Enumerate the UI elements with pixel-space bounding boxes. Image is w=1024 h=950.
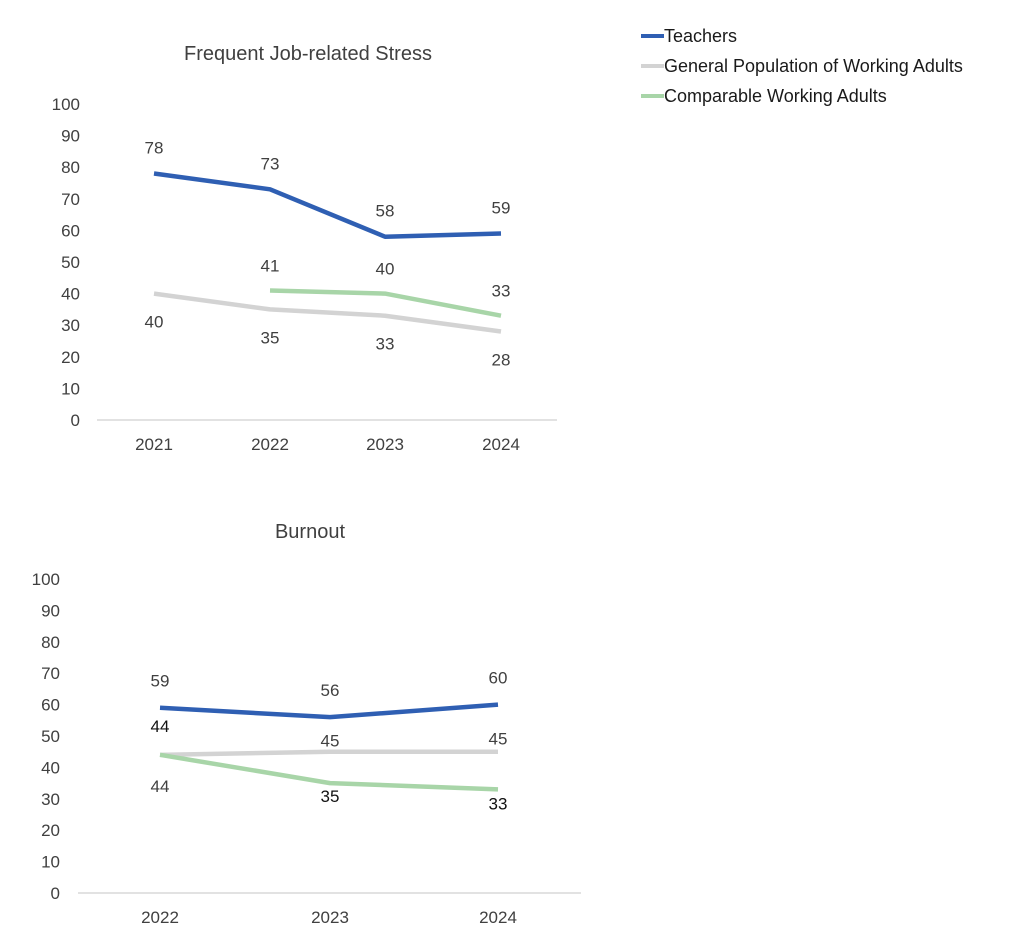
y-tick-label: 80 bbox=[61, 158, 80, 177]
y-tick-label: 30 bbox=[61, 316, 80, 335]
x-tick-label: 2022 bbox=[141, 908, 179, 927]
y-tick-label: 60 bbox=[41, 696, 60, 715]
y-tick-label: 70 bbox=[41, 664, 60, 683]
series-line-general-population-of-working-adults bbox=[153, 291, 502, 334]
y-tick-label: 30 bbox=[41, 790, 60, 809]
y-tick-label: 100 bbox=[52, 95, 80, 114]
y-tick-label: 20 bbox=[41, 821, 60, 840]
chart-title: Burnout bbox=[275, 521, 345, 543]
y-tick-label: 80 bbox=[41, 633, 60, 652]
data-label: 35 bbox=[261, 328, 280, 347]
y-tick-label: 0 bbox=[71, 411, 80, 430]
x-tick-label: 2023 bbox=[366, 435, 404, 454]
data-label: 45 bbox=[321, 732, 340, 751]
y-tick-label: 40 bbox=[41, 758, 60, 777]
series-line-teachers bbox=[153, 171, 502, 239]
series-line-comparable-working-adults bbox=[159, 752, 499, 792]
data-label: 33 bbox=[376, 335, 395, 354]
legend-label: Comparable Working Adults bbox=[664, 86, 887, 106]
y-tick-label: 50 bbox=[41, 727, 60, 746]
data-label: 45 bbox=[489, 730, 508, 749]
x-tick-label: 2021 bbox=[135, 435, 173, 454]
data-label: 33 bbox=[489, 794, 508, 813]
chart-1: Frequent Job-related Stress 0 10 20 30 40 50 60… bbox=[52, 43, 557, 454]
x-tick-label: 2024 bbox=[482, 435, 520, 454]
data-label: 59 bbox=[492, 199, 511, 218]
y-tick-label: 100 bbox=[32, 570, 60, 589]
data-label: 40 bbox=[376, 260, 395, 279]
x-tick-label: 2022 bbox=[251, 435, 289, 454]
data-label: 44 bbox=[151, 777, 170, 796]
y-tick-label: 10 bbox=[41, 853, 60, 872]
legend-label: General Population of Working Adults bbox=[664, 56, 963, 76]
series-line-comparable-working-adults bbox=[269, 288, 502, 318]
data-label: 58 bbox=[376, 202, 395, 221]
series-line-general-population-of-working-adults bbox=[159, 749, 498, 758]
data-label: 35 bbox=[321, 787, 340, 806]
data-label: 28 bbox=[492, 351, 511, 370]
chart-title: Frequent Job-related Stress bbox=[184, 43, 432, 65]
data-label: 40 bbox=[145, 313, 164, 332]
data-label: 33 bbox=[492, 282, 511, 301]
data-label: 59 bbox=[151, 672, 170, 691]
y-tick-label: 40 bbox=[61, 285, 80, 304]
y-tick-label: 90 bbox=[41, 601, 60, 620]
data-label: 56 bbox=[321, 681, 340, 700]
y-tick-label: 20 bbox=[61, 348, 80, 367]
y-tick-label: 60 bbox=[61, 221, 80, 240]
data-label: 78 bbox=[145, 139, 164, 158]
y-tick-label: 50 bbox=[61, 253, 80, 272]
data-label: 41 bbox=[261, 256, 280, 275]
y-tick-label: 70 bbox=[61, 190, 80, 209]
legend-label: Teachers bbox=[664, 26, 737, 46]
x-tick-label: 2023 bbox=[311, 908, 349, 927]
y-tick-label: 0 bbox=[51, 884, 60, 903]
x-tick-label: 2024 bbox=[479, 908, 517, 927]
y-tick-label: 10 bbox=[61, 379, 80, 398]
data-label: 73 bbox=[261, 154, 280, 173]
series-line-teachers bbox=[159, 702, 499, 720]
chart-2: Burnout 0 10 20 30 40 50 60 70 80 90 100 2022 2023 202… bbox=[32, 521, 581, 927]
data-label: 60 bbox=[489, 669, 508, 688]
legend: Teachers General Population of Working Ad… bbox=[641, 26, 963, 106]
y-tick-label: 90 bbox=[61, 127, 80, 146]
data-label: 44 bbox=[151, 717, 170, 736]
